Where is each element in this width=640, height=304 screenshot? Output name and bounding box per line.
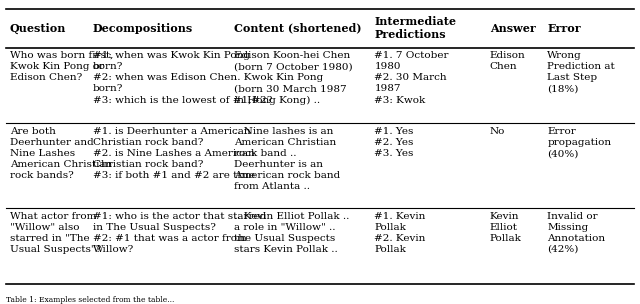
Text: .. Kevin Elliot Pollak ..
a role in "Willow" ..
the Usual Suspects
stars Kevin P: .. Kevin Elliot Pollak .. a role in "Wil… xyxy=(234,212,349,254)
Text: #1. Yes
#2. Yes
#3. Yes: #1. Yes #2. Yes #3. Yes xyxy=(374,127,414,158)
Text: #1. is Deerhunter a American
Christian rock band?
#2. is Nine Lashes a American
: #1. is Deerhunter a American Christian r… xyxy=(93,127,255,180)
Text: #1: when was Kwok Kin Pong
born?
#2: when was Edison Chen
born?
#3: which is the: #1: when was Kwok Kin Pong born? #2: whe… xyxy=(93,51,272,105)
Text: Answer: Answer xyxy=(490,23,535,34)
Text: .. Nine lashes is an
American Christian
rock band ..
Deerhunter is an
American r: .. Nine lashes is an American Christian … xyxy=(234,127,340,192)
Text: Edison
Chen: Edison Chen xyxy=(490,51,525,71)
Text: Edison Koon-hei Chen
(born 7 October 1980)
.. Kwok Kin Pong
(born 30 March 1987
: Edison Koon-hei Chen (born 7 October 198… xyxy=(234,51,352,105)
Text: Table 1: Examples selected from the table...: Table 1: Examples selected from the tabl… xyxy=(6,296,175,304)
Text: Error
propagation
(40%): Error propagation (40%) xyxy=(547,127,611,158)
Text: Who was born first,
Kwok Kin Pong or
Edison Chen?: Who was born first, Kwok Kin Pong or Edi… xyxy=(10,51,113,82)
Text: Question: Question xyxy=(10,22,66,34)
Text: Decompositions: Decompositions xyxy=(93,23,193,34)
Text: Wrong
Prediction at
Last Step
(18%): Wrong Prediction at Last Step (18%) xyxy=(547,51,615,93)
Text: Error: Error xyxy=(547,23,581,34)
Text: Are both
Deerhunter and
Nine Lashes
American Christian
rock bands?: Are both Deerhunter and Nine Lashes Amer… xyxy=(10,127,112,180)
Text: Intermediate
Predictions: Intermediate Predictions xyxy=(374,16,456,40)
Text: What actor from
"Willow" also
starred in "The
Usual Suspects"?: What actor from "Willow" also starred in… xyxy=(10,212,101,254)
Text: #1: who is the actor that starred
in The Usual Suspects?
#2: #1 that was a actor: #1: who is the actor that starred in The… xyxy=(93,212,266,254)
Text: Kevin
Elliot
Pollak: Kevin Elliot Pollak xyxy=(490,212,522,243)
Text: #1. 7 October
1980
#2. 30 March
1987
#3: Kwok: #1. 7 October 1980 #2. 30 March 1987 #3:… xyxy=(374,51,449,105)
Text: Content (shortened): Content (shortened) xyxy=(234,23,361,34)
Text: #1. Kevin
Pollak
#2. Kevin
Pollak: #1. Kevin Pollak #2. Kevin Pollak xyxy=(374,212,426,254)
Text: Invalid or
Missing
Annotation
(42%): Invalid or Missing Annotation (42%) xyxy=(547,212,605,254)
Text: No: No xyxy=(490,127,505,136)
